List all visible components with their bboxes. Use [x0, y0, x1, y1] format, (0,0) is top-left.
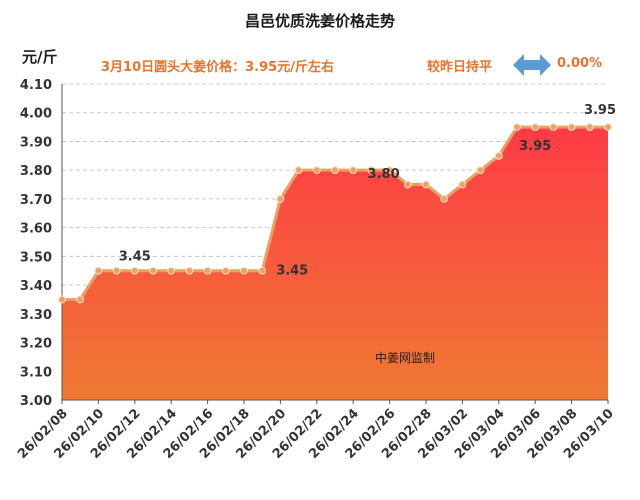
data-point	[367, 166, 376, 175]
data-point	[312, 166, 321, 175]
data-point	[494, 151, 503, 160]
watermark: 中姜网监制	[375, 350, 435, 365]
data-point	[167, 266, 176, 275]
data-point	[349, 166, 358, 175]
y-tick-label: 3.20	[20, 337, 52, 352]
data-point	[76, 295, 85, 304]
y-tick-label: 4.10	[20, 78, 52, 93]
data-label: 3.95	[584, 103, 616, 118]
change-percent: 0.00%	[557, 56, 603, 71]
data-point	[440, 195, 449, 203]
data-point	[422, 180, 430, 189]
double-arrow-icon	[513, 54, 551, 76]
y-tick-label: 3.00	[20, 394, 52, 409]
data-point	[149, 266, 157, 275]
data-point	[203, 266, 212, 275]
data-point	[130, 266, 139, 275]
data-point	[112, 266, 121, 275]
data-point	[403, 180, 412, 189]
y-tick-label: 3.10	[20, 365, 52, 380]
data-point	[294, 166, 303, 175]
data-point	[604, 123, 612, 131]
axes	[61, 84, 608, 401]
chart-title: 昌邑优质洗姜价格走势	[244, 12, 395, 30]
compare-label: 较昨日持平	[427, 60, 493, 75]
y-tick-label: 3.90	[20, 135, 52, 150]
data-point	[531, 123, 540, 131]
data-point	[94, 266, 103, 275]
data-point	[58, 295, 66, 304]
data-label: 3.95	[519, 139, 551, 154]
data-point	[476, 166, 485, 175]
y-tick-label: 3.30	[20, 308, 52, 323]
data-point	[276, 195, 285, 203]
data-point	[258, 266, 267, 275]
area-fill	[62, 127, 608, 400]
y-tick-label: 3.60	[20, 222, 52, 237]
price-area	[62, 127, 608, 400]
data-labels: 3.45 3.45 3.80 3.95 3.95	[119, 103, 616, 279]
data-label: 3.45	[276, 264, 308, 279]
y-axis-ticks: 3.00 3.10 3.20 3.30 3.40 3.50 3.60 3.70 3.80 3.90…	[20, 78, 52, 409]
data-point	[567, 123, 576, 131]
y-tick-label: 3.70	[20, 193, 52, 208]
data-point	[513, 123, 521, 131]
data-point	[385, 166, 394, 175]
y-tick-label: 3.80	[20, 164, 52, 179]
data-label: 3.80	[368, 167, 400, 182]
data-point	[185, 266, 194, 275]
data-point	[549, 123, 558, 131]
data-point	[240, 266, 248, 275]
x-axis-ticks: 26/02/0826/02/1026/02/1226/02/1426/02/16…	[15, 400, 617, 462]
data-point	[585, 123, 594, 131]
data-label: 3.45	[119, 250, 151, 265]
data-point	[331, 166, 339, 175]
y-tick-label: 4.00	[20, 107, 52, 122]
data-point	[458, 180, 467, 189]
price-subtitle: 3月10日圆头大姜价格：3.95元/斤左右	[101, 60, 334, 75]
y-tick-label: 3.50	[20, 250, 52, 265]
data-points	[58, 123, 612, 304]
data-point	[221, 266, 230, 275]
y-tick-label: 3.40	[20, 279, 52, 294]
unit-label: 元/斤	[22, 48, 58, 66]
